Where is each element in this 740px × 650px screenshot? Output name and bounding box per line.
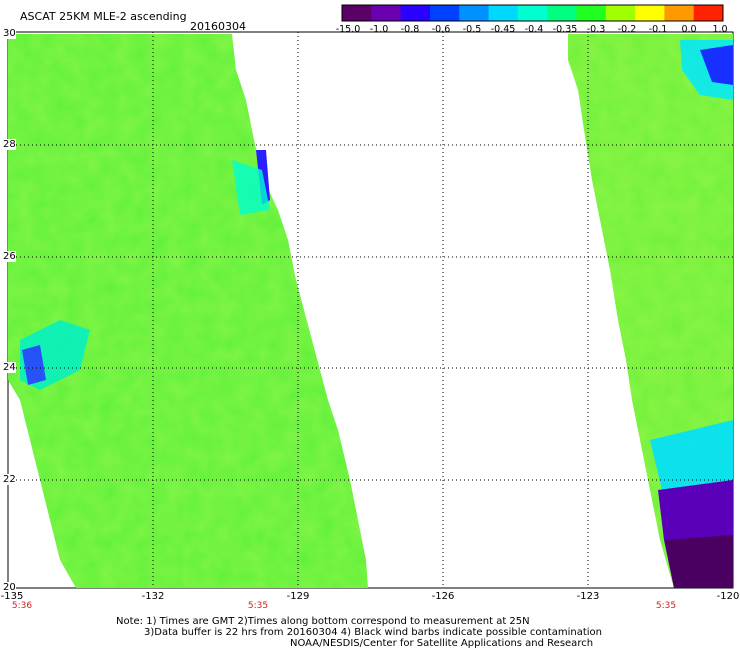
- longitude-label: -132: [141, 591, 165, 602]
- longitude-label: -126: [431, 591, 455, 602]
- footer-note-1: Note: 1) Times are GMT 2)Times along bot…: [116, 616, 530, 627]
- footer-note-3: NOAA/NESDIS/Center for Satellite Applica…: [290, 638, 594, 649]
- colorbar-tick-label: -0.35: [552, 24, 578, 35]
- colorbar-tick-label: -0.6: [431, 24, 451, 35]
- right-swath-blue-top: [700, 45, 733, 85]
- colorbar-tick-label: 0.0: [681, 24, 697, 35]
- time-label: 5:36: [11, 601, 33, 611]
- product-title: ASCAT 25KM MLE-2 ascending: [20, 10, 187, 23]
- colorbar-tick-label: -0.2: [617, 24, 637, 35]
- colorbar-tick-label: -0.4: [524, 24, 544, 35]
- latitude-label: 24: [3, 362, 16, 373]
- latitude-label: 20: [3, 582, 16, 593]
- footer-note-2: 3)Data buffer is 22 hrs from 20160304 4)…: [144, 627, 602, 638]
- longitude-label: -123: [576, 591, 600, 602]
- latitude-label: 30: [3, 28, 16, 39]
- left-swath-edge-cyan: [232, 160, 270, 215]
- longitude-label: -135: [0, 591, 24, 602]
- colorbar-tick-label: -0.5: [462, 24, 482, 35]
- latitude-label: 22: [3, 474, 16, 485]
- latitude-label: 26: [3, 251, 16, 262]
- colorbar-tick-label: -15.0: [335, 24, 361, 35]
- left-swath-blue-patch: [22, 345, 46, 385]
- graticule: [8, 32, 733, 588]
- longitude-label: -120: [716, 591, 740, 602]
- latitude-label: 28: [3, 139, 16, 150]
- colorbar-tick-label: -0.45: [490, 24, 516, 35]
- left-swath: [8, 34, 368, 588]
- colorbar-tick-label: -1.0: [369, 24, 389, 35]
- colorbar-tick-label: -0.1: [648, 24, 668, 35]
- time-label: 5:35: [655, 601, 677, 611]
- right-swath-darkpurple: [665, 535, 733, 588]
- colorbar-tick-label: 1.0: [712, 24, 728, 35]
- colorbar-tick-label: -0.3: [586, 24, 606, 35]
- time-label: 5:35: [247, 601, 269, 611]
- longitude-label: -129: [286, 591, 310, 602]
- date-label: 20160304: [190, 20, 246, 33]
- colorbar-tick-label: -0.8: [400, 24, 420, 35]
